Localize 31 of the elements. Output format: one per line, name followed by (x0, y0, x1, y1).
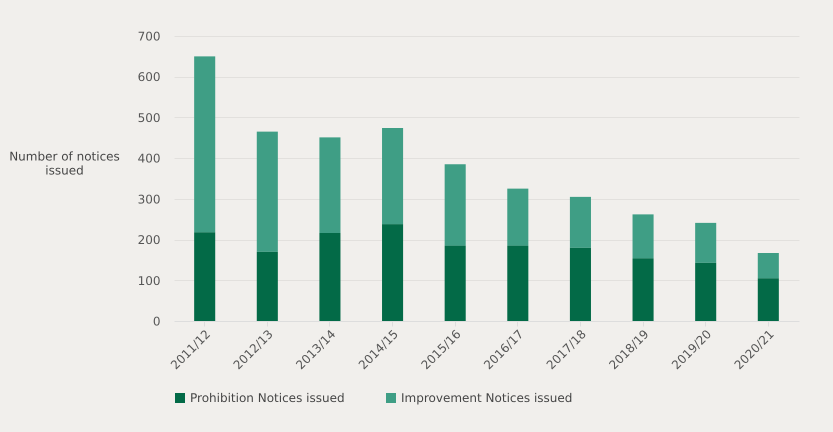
y-tick-label: 600 (138, 70, 160, 84)
y-tick-label: 500 (138, 110, 160, 125)
bar (695, 222, 716, 263)
y-tick-label: 0 (152, 314, 160, 328)
bar (194, 232, 216, 321)
bar (382, 224, 404, 321)
y-tick-label: 100 (138, 274, 160, 288)
bar (507, 188, 528, 246)
bar (319, 137, 340, 234)
bar (194, 56, 216, 232)
bar (507, 246, 528, 321)
y-tick-label: 400 (138, 152, 160, 166)
y-axis-title: Number of notices issued (9, 150, 120, 178)
bar (570, 196, 591, 248)
bar (319, 233, 340, 321)
y-tick-label: 200 (138, 233, 160, 248)
bar (256, 252, 278, 321)
bar (632, 214, 654, 258)
bar (632, 258, 654, 321)
legend-label: Improvement Notices issued (401, 391, 572, 405)
bar (758, 278, 779, 321)
bar (444, 164, 466, 246)
legend-label: Prohibition Notices issued (190, 391, 345, 405)
bar (256, 132, 278, 252)
bar (758, 253, 779, 278)
bar (382, 128, 404, 224)
y-tick-label: 700 (138, 30, 160, 44)
y-tick-label: 300 (138, 192, 160, 206)
bar (570, 248, 591, 321)
bar (695, 262, 716, 321)
bar (444, 246, 466, 321)
